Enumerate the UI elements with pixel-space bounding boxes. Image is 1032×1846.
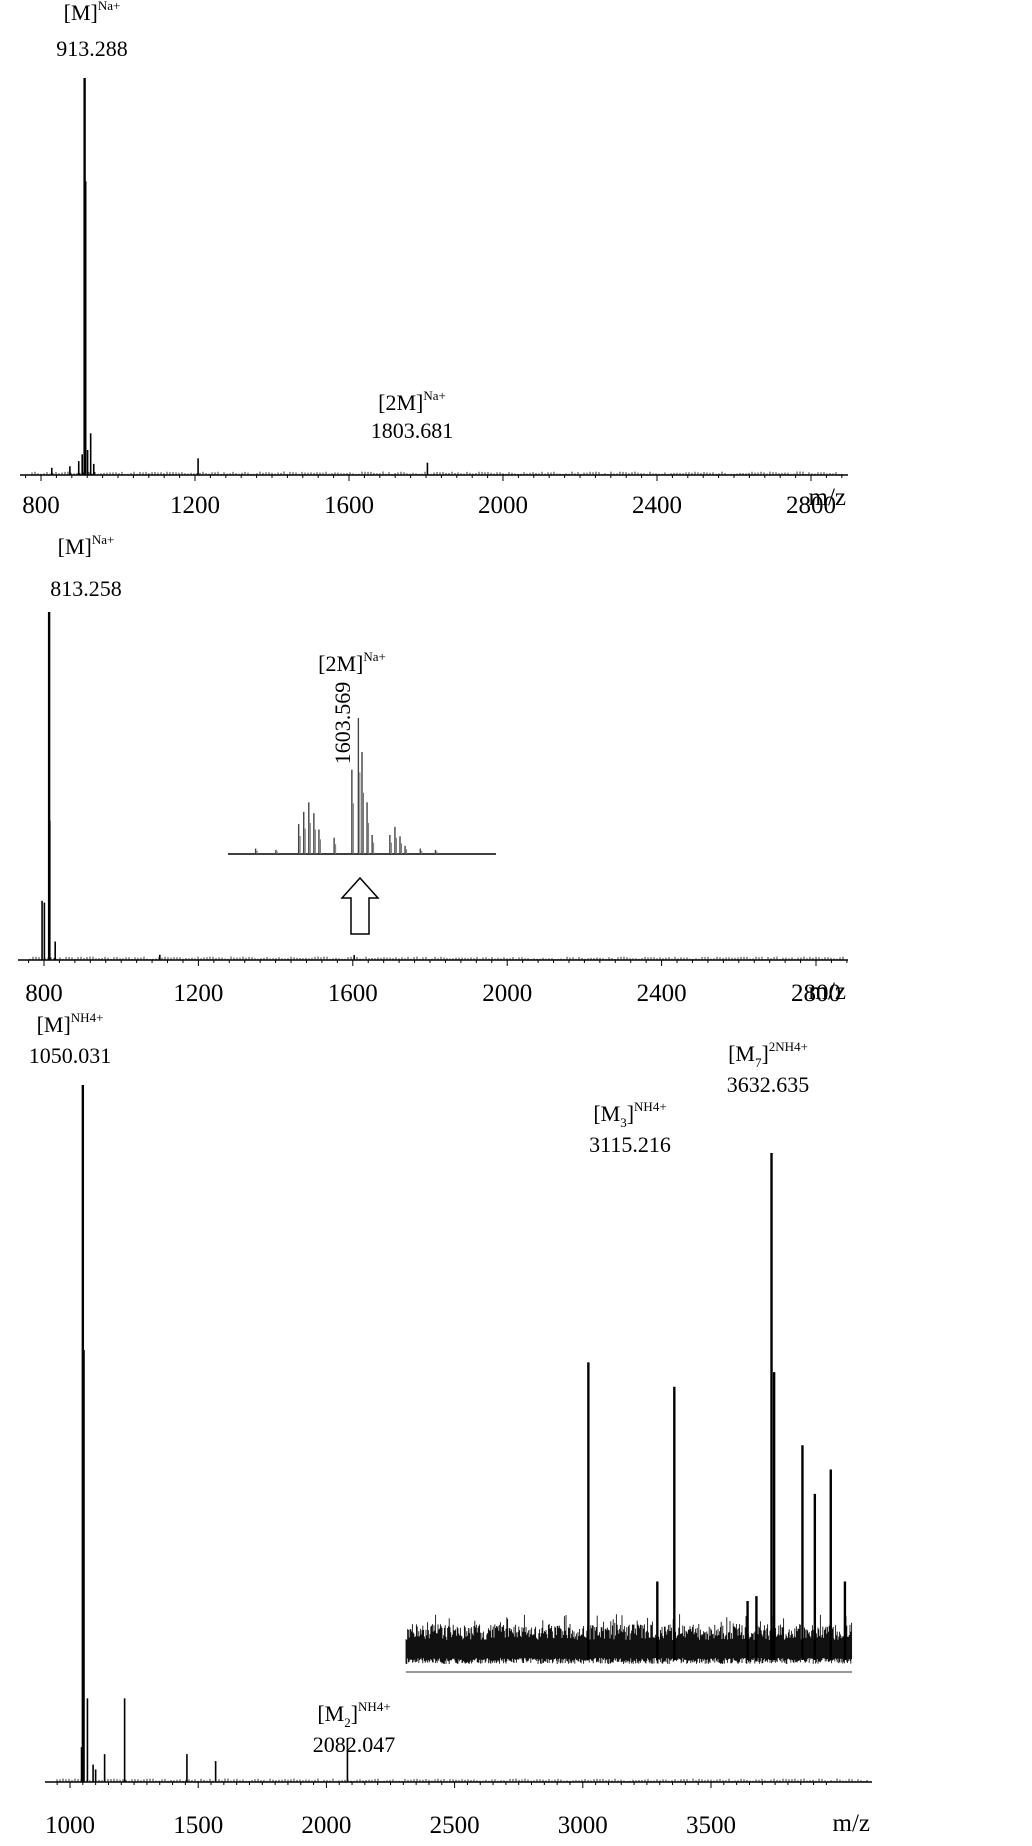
inset-ion-label-2M-Na: [2M]Na+ bbox=[318, 649, 386, 676]
baseline-noise bbox=[56, 1778, 868, 1782]
inset-noise-band bbox=[405, 1614, 853, 1664]
zoom-arrow-icon bbox=[340, 876, 380, 935]
ion-label-M-Na: [M]Na+ bbox=[64, 0, 121, 25]
x-tick-label: 800 bbox=[22, 492, 60, 519]
x-tick-label: 2800 bbox=[786, 492, 836, 519]
x-tick-label: 2000 bbox=[478, 492, 528, 519]
peak-mz-label: 813.258 bbox=[50, 576, 122, 601]
inset-ion-label-M3-NH4: [M3]NH4+ bbox=[593, 1099, 666, 1130]
x-axis-unit: m/z bbox=[809, 978, 847, 1005]
baseline-noise bbox=[31, 471, 843, 475]
inset-ion-label-M7-2NH4: [M7]2NH4+ bbox=[728, 1039, 808, 1070]
inset-peak-mz-label: 1603.569 bbox=[330, 682, 355, 765]
x-tick-label: 1200 bbox=[173, 980, 223, 1007]
x-tick-label: 2500 bbox=[430, 1812, 480, 1839]
spectrum-panel-bottom: 1000 1500 2000 2500 3000 3500 m/z [M]NH4+ 1050.0… bbox=[29, 1010, 872, 1839]
x-tick-label: 1200 bbox=[170, 492, 220, 519]
ion-label-2M-Na: [2M]Na+ bbox=[378, 388, 446, 415]
inset-2M-zoom: [2M]Na+ 1603.569 bbox=[228, 649, 496, 855]
peak-mz-label: 1803.681 bbox=[371, 418, 454, 443]
x-tick-label: 2000 bbox=[482, 980, 532, 1007]
ion-label-M2-NH4: [M2]NH4+ bbox=[317, 1699, 390, 1730]
x-tick-label: 2400 bbox=[637, 980, 687, 1007]
inset-peak-mz-label: 3632.635 bbox=[727, 1072, 810, 1097]
baseline-noise bbox=[29, 956, 844, 960]
ion-label-M-NH4: [M]NH4+ bbox=[37, 1010, 104, 1037]
x-tick-label: 3000 bbox=[558, 1812, 608, 1839]
x-axis-unit: m/z bbox=[809, 484, 847, 511]
inset-high-mass: [M3]NH4+3115.216 [M7]2NH4+3632.635 bbox=[405, 1039, 853, 1673]
x-tick-label: 1600 bbox=[328, 980, 378, 1007]
x-tick-label: 1600 bbox=[324, 492, 374, 519]
x-tick-label: 1000 bbox=[45, 1812, 95, 1839]
x-tick-label: 800 bbox=[25, 980, 63, 1007]
inset-peak-mz-label: 3115.216 bbox=[589, 1132, 671, 1157]
x-tick-label: 2800 bbox=[791, 980, 841, 1007]
x-tick-label: 2400 bbox=[632, 492, 682, 519]
x-tick-label: 1500 bbox=[173, 1812, 223, 1839]
x-tick-label: 3500 bbox=[686, 1812, 736, 1839]
x-axis-unit: m/z bbox=[833, 1810, 871, 1837]
ion-label-M-Na: [M]Na+ bbox=[58, 532, 115, 559]
peak-mz-label: 2082.047 bbox=[313, 1732, 396, 1757]
x-tick-label: 2000 bbox=[301, 1812, 351, 1839]
peak-mz-label: 913.288 bbox=[56, 36, 128, 61]
peak-mz-label: 1050.031 bbox=[29, 1043, 112, 1068]
